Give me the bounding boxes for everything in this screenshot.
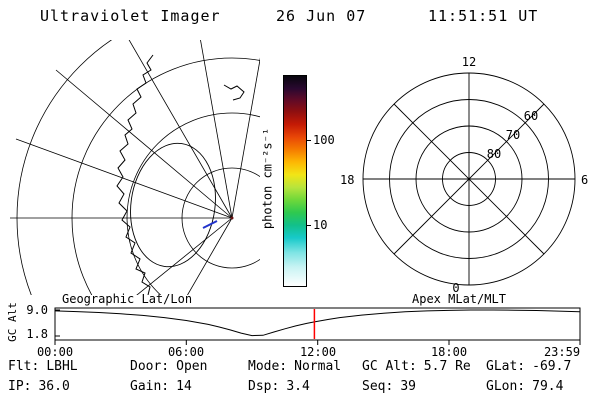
status-gc-alt: GC Alt: 5.7 Re <box>362 359 471 374</box>
gcalt-strip-chart <box>54 307 581 345</box>
gcalt-ytick-top: 9.0 <box>26 303 48 317</box>
status-door: Door: Open <box>130 359 208 374</box>
xtick-0600: 06:00 <box>167 345 205 359</box>
strip-x-ticks <box>54 340 581 345</box>
mlat-label-70: 70 <box>506 128 520 142</box>
polar-grid-spokes <box>363 73 575 285</box>
coastline-path <box>116 54 154 295</box>
status-glon: GLon: 79.4 <box>486 379 564 394</box>
app-title: Ultraviolet Imager <box>40 7 221 25</box>
apex-polar-plot: 12 18 6 0 60 70 80 <box>340 55 588 295</box>
gcalt-ytick-bottom: 1.8 <box>26 327 48 341</box>
mlt-label-18: 18 <box>340 173 354 187</box>
xtick-0000: 00:00 <box>36 345 74 359</box>
xtick-1800: 18:00 <box>430 345 468 359</box>
mlat-label-60: 60 <box>524 109 538 123</box>
colorbar-tick-label-10: 10 <box>313 218 328 232</box>
projection-grid <box>10 40 260 295</box>
colorbar-tick-100 <box>306 140 311 141</box>
strip-y-ticks <box>55 309 60 337</box>
colorbar-tick-label-100: 100 <box>313 133 335 147</box>
status-ip: IP: 36.0 <box>8 379 70 394</box>
colorbar-label: photon cm⁻²s⁻¹ <box>260 127 275 230</box>
colorbar-tick-10 <box>306 225 311 226</box>
status-mode: Mode: Normal <box>248 359 342 374</box>
date-label: 26 Jun 07 <box>276 7 367 25</box>
gcalt-curve <box>54 309 580 337</box>
footprint-dot <box>230 216 234 220</box>
xtick-1200: 12:00 <box>299 345 337 359</box>
geographic-plot <box>10 40 260 295</box>
coastline-path-2 <box>223 84 245 101</box>
geo-panel-label: Geographic Lat/Lon <box>62 292 193 306</box>
colorbar-gradient <box>283 75 307 287</box>
status-glat: GLat: -69.7 <box>486 359 572 374</box>
terminator-oval <box>130 142 216 268</box>
status-seq: Seq: 39 <box>362 379 416 394</box>
status-flt: Flt: LBHL <box>8 359 78 374</box>
xtick-2359: 23:59 <box>543 345 581 359</box>
mlt-label-0: 0 <box>452 281 459 295</box>
mlt-label-12: 12 <box>462 55 476 69</box>
mlat-label-80: 80 <box>487 147 501 161</box>
status-gain: Gain: 14 <box>130 379 192 394</box>
time-label: 11:51:51 UT <box>428 7 539 25</box>
strip-frame <box>54 307 581 341</box>
apex-panel-label: Apex MLat/MLT <box>412 292 506 306</box>
gcalt-axis-label: GC Alt <box>6 302 19 342</box>
orbit-track-segment <box>202 220 218 229</box>
status-dsp: Dsp: 3.4 <box>248 379 310 394</box>
mlt-label-6: 6 <box>581 173 588 187</box>
